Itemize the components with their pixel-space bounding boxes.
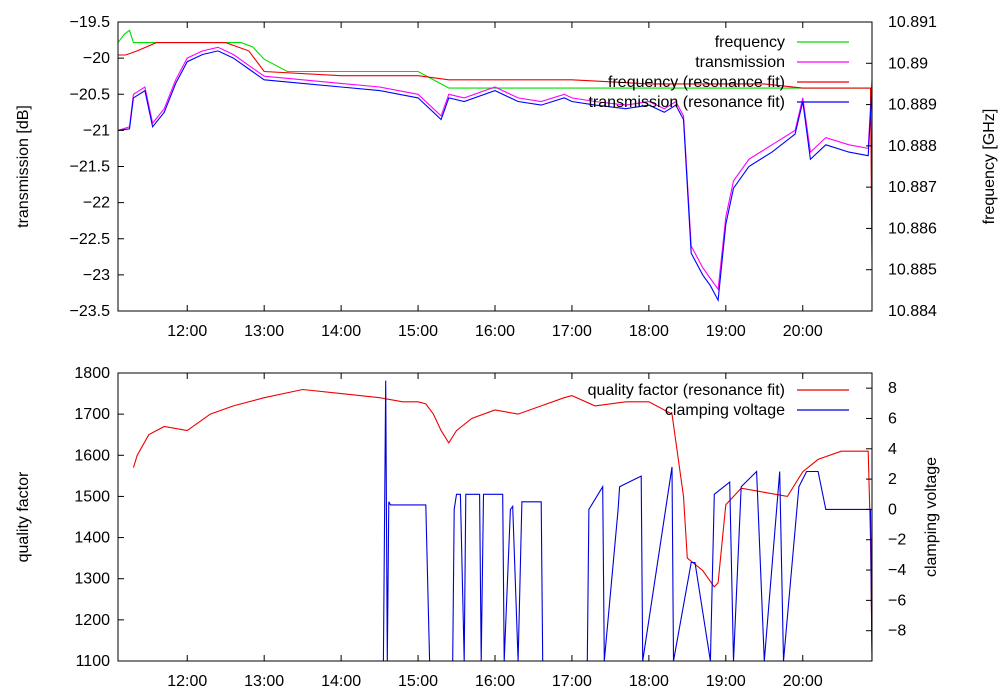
y2-tick-label: 10.888: [888, 138, 937, 155]
y2-tick-label: 6: [888, 410, 897, 427]
y2-tick-label: −8: [888, 623, 906, 640]
legend-label: transmission (resonance fit): [588, 94, 785, 111]
y-tick-label: −21.5: [70, 159, 111, 176]
chart-panel-1: 12:00 13:00 14:00 15:00 16:00 17:00 18:00 19:00…: [15, 14, 998, 340]
x-tick-label: 17:00: [552, 673, 592, 690]
series-line-1: [132, 388, 872, 653]
x-tick-label: 19:00: [706, 673, 746, 690]
legend-label: quality factor (resonance fit): [588, 382, 785, 399]
y-axis-label: quality factor: [15, 471, 32, 562]
y-tick-label: 1100: [76, 653, 111, 670]
y-tick-label: 1200: [74, 612, 110, 629]
x-tick-label: 12:00: [167, 323, 207, 340]
y-tick-label: 1600: [74, 447, 110, 464]
y-tick-label: −19.5: [70, 14, 111, 31]
x-tick-label: 14:00: [321, 323, 361, 340]
y2-tick-label: 10.885: [888, 262, 937, 279]
y2-tick-label: 8: [888, 380, 897, 397]
series-line-3: [118, 42, 872, 262]
x-tick-label: 14:00: [321, 673, 361, 690]
x-tick-label: 18:00: [629, 673, 669, 690]
y-axis-label: transmission [dB]: [15, 105, 32, 228]
y2-tick-label: 10.89: [888, 55, 928, 72]
legend-label: transmission: [695, 54, 785, 71]
y2-tick-label: 10.886: [888, 220, 937, 237]
y2-axis-label: frequency [GHz]: [981, 109, 998, 225]
x-tick-label: 16:00: [475, 323, 515, 340]
y2-tick-label: 10.887: [888, 179, 937, 196]
x-tick-label: 15:00: [398, 323, 438, 340]
chart-panel-2: 12:00 13:00 14:00 15:00 16:00 17:00 18:00 19:00…: [15, 365, 940, 690]
y-tick-label: 1800: [74, 365, 110, 382]
legend-label: frequency: [715, 34, 785, 51]
series-line-2: [118, 46, 872, 291]
y2-tick-label: −2: [888, 532, 906, 549]
legend: quality factor (resonance fit) clamping v…: [588, 382, 849, 419]
series-line-4: [118, 50, 872, 303]
x-tick-label: 13:00: [244, 323, 284, 340]
y-tick-label: −20.5: [70, 86, 111, 103]
y-tick-label: 1400: [74, 530, 110, 547]
y-tick-label: −23.5: [70, 303, 111, 320]
x-tick-label: 18:00: [629, 323, 669, 340]
y2-tick-label: 4: [888, 441, 897, 458]
y-tick-label: −22: [83, 195, 110, 212]
y2-tick-label: 2: [888, 471, 897, 488]
y2-tick-label: 10.884: [888, 303, 937, 320]
x-tick-label: 17:00: [552, 323, 592, 340]
legend: frequency transmission frequency (resonanc…: [588, 34, 849, 111]
y2-axis-label: clamping voltage: [923, 457, 940, 577]
x-tick-label: 15:00: [398, 673, 438, 690]
x-tick-label: 12:00: [167, 673, 207, 690]
y-tick-label: −23: [83, 267, 110, 284]
y2-tick-label: −4: [888, 562, 906, 579]
legend-label: clamping voltage: [665, 402, 785, 419]
y-tick-label: −20: [83, 50, 110, 67]
plot-area: [118, 29, 872, 303]
y2-tick-label: 0: [888, 501, 897, 518]
x-tick-label: 13:00: [244, 673, 284, 690]
legend-label: frequency (resonance fit): [608, 74, 785, 91]
y-tick-label: −22.5: [70, 231, 111, 248]
x-tick-label: 20:00: [783, 673, 823, 690]
series-line-2: [382, 380, 872, 661]
x-tick-label: 16:00: [475, 673, 515, 690]
y2-tick-label: 10.891: [888, 14, 937, 31]
y-tick-label: 1500: [74, 488, 110, 505]
x-tick-label: 19:00: [706, 323, 746, 340]
y2-tick-label: 10.889: [888, 97, 937, 114]
x-tick-label: 20:00: [783, 323, 823, 340]
y-tick-label: 1700: [74, 406, 110, 423]
plot-area: [132, 380, 872, 661]
y2-tick-label: −6: [888, 592, 906, 609]
y-tick-label: 1300: [74, 571, 110, 588]
y-tick-label: −21: [83, 122, 110, 139]
